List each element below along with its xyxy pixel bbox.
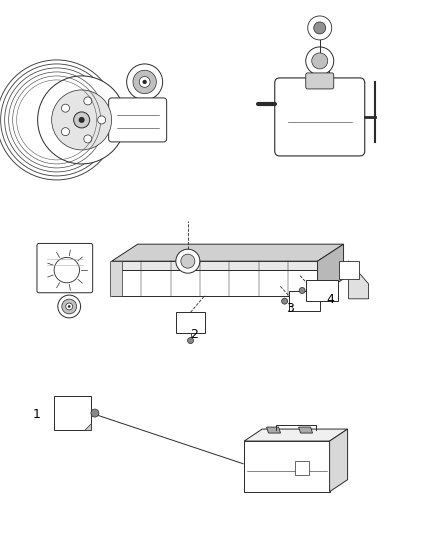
- Circle shape: [98, 116, 106, 124]
- Circle shape: [127, 64, 162, 100]
- Circle shape: [38, 76, 126, 164]
- Circle shape: [84, 135, 92, 143]
- Circle shape: [187, 337, 194, 344]
- Circle shape: [54, 257, 80, 283]
- Text: 3: 3: [286, 302, 294, 314]
- Polygon shape: [329, 429, 348, 491]
- Circle shape: [133, 70, 156, 94]
- Circle shape: [306, 47, 334, 75]
- Polygon shape: [318, 244, 343, 296]
- Bar: [176, 312, 205, 333]
- Bar: [306, 280, 338, 301]
- Text: 4: 4: [327, 293, 335, 306]
- FancyBboxPatch shape: [306, 73, 334, 89]
- Polygon shape: [244, 429, 348, 441]
- Circle shape: [68, 305, 71, 308]
- Circle shape: [84, 97, 92, 105]
- Circle shape: [58, 295, 81, 318]
- Circle shape: [282, 298, 288, 304]
- Bar: [54, 395, 91, 431]
- Circle shape: [62, 299, 77, 314]
- Circle shape: [299, 287, 305, 294]
- FancyBboxPatch shape: [275, 78, 365, 156]
- Bar: [289, 291, 320, 311]
- Polygon shape: [244, 441, 329, 491]
- Polygon shape: [299, 427, 313, 433]
- Circle shape: [314, 22, 326, 34]
- Bar: [295, 462, 309, 475]
- Text: 2: 2: [190, 328, 198, 341]
- Circle shape: [139, 77, 150, 87]
- Circle shape: [91, 409, 99, 417]
- Circle shape: [181, 254, 195, 268]
- Polygon shape: [349, 261, 368, 299]
- Polygon shape: [112, 270, 318, 296]
- Circle shape: [308, 16, 332, 40]
- Polygon shape: [84, 423, 91, 431]
- Circle shape: [312, 53, 328, 69]
- Circle shape: [74, 112, 90, 128]
- Bar: [339, 261, 359, 279]
- Circle shape: [52, 90, 112, 150]
- Polygon shape: [267, 427, 280, 433]
- Circle shape: [79, 117, 85, 123]
- Circle shape: [176, 249, 200, 273]
- Bar: [311, 61, 329, 83]
- Bar: [110, 261, 122, 296]
- Polygon shape: [112, 244, 343, 261]
- FancyBboxPatch shape: [109, 98, 166, 142]
- Circle shape: [142, 80, 147, 84]
- Circle shape: [61, 104, 70, 112]
- Polygon shape: [112, 261, 318, 270]
- FancyBboxPatch shape: [37, 244, 93, 293]
- Circle shape: [61, 128, 70, 136]
- Circle shape: [66, 303, 73, 310]
- Text: 1: 1: [32, 408, 40, 421]
